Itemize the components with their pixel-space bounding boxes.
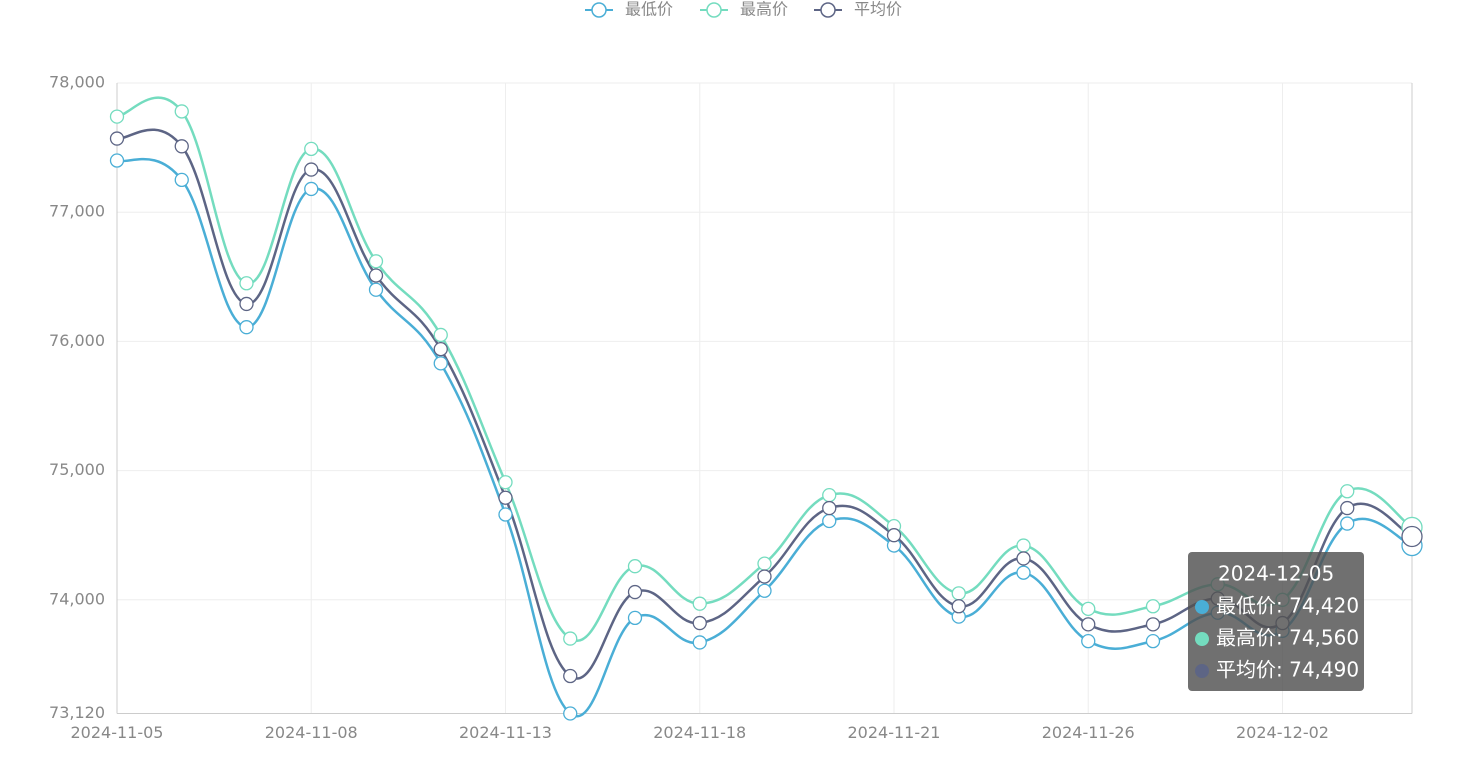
x-tick-label: 2024-11-13 — [459, 723, 552, 742]
point — [757, 569, 772, 584]
y-tick-label: 73,120 — [49, 703, 105, 722]
y-tick-label: 78,000 — [49, 73, 105, 92]
point — [109, 109, 125, 124]
point — [109, 131, 125, 146]
point — [433, 327, 448, 343]
point — [822, 513, 837, 529]
point — [174, 172, 189, 188]
point — [1016, 565, 1031, 580]
point — [1401, 525, 1423, 548]
point — [951, 599, 966, 614]
point — [174, 139, 189, 154]
point — [1016, 538, 1031, 553]
point — [1340, 500, 1355, 516]
legend-symbol — [706, 2, 722, 18]
tooltip-title: 2024-12-05 — [1218, 562, 1334, 586]
legend-label: 最低价 — [625, 0, 673, 19]
point — [757, 583, 772, 598]
point — [692, 615, 707, 631]
point — [304, 141, 319, 157]
point — [1145, 617, 1161, 632]
legend-item: 平均价 — [814, 0, 902, 19]
point — [1145, 599, 1161, 614]
legend-item: 最高价 — [700, 0, 788, 19]
point — [757, 556, 772, 571]
point — [368, 254, 384, 269]
point — [239, 296, 254, 312]
point — [109, 153, 125, 168]
tooltip-entry: 最高价: 74,560 — [1216, 626, 1359, 650]
point — [951, 586, 966, 601]
point — [1081, 617, 1096, 632]
x-tick-label: 2024-12-02 — [1236, 723, 1329, 742]
tooltip-dot — [1195, 632, 1209, 646]
x-tick-label: 2024-11-08 — [265, 723, 358, 742]
point — [563, 631, 578, 646]
tooltip-dot — [1195, 664, 1209, 678]
point — [1081, 633, 1096, 649]
point — [563, 668, 578, 684]
y-tick-label: 77,000 — [49, 202, 105, 221]
tooltip-entry: 平均价: 74,490 — [1216, 658, 1359, 682]
y-tick-label: 76,000 — [49, 331, 105, 350]
tooltip-box — [1188, 552, 1364, 691]
point — [498, 475, 513, 490]
x-tick-label: 2024-11-21 — [848, 723, 941, 742]
x-tick-label: 2024-11-26 — [1042, 723, 1135, 742]
tooltip-entry: 最低价: 74,420 — [1216, 594, 1359, 618]
x-tick-label: 2024-11-18 — [653, 723, 746, 742]
legend-symbol — [820, 2, 836, 18]
point — [174, 104, 189, 119]
point — [498, 490, 513, 505]
y-tick-label: 75,000 — [49, 460, 105, 479]
tooltip: 2024-12-05 最低价: 74,420 最高价: 74,560 平均价: 74,… — [1188, 552, 1364, 691]
point — [1340, 516, 1355, 531]
point — [1016, 551, 1031, 566]
point — [1081, 601, 1096, 616]
legend-label: 最高价 — [740, 0, 788, 19]
point — [433, 356, 448, 371]
point — [822, 488, 837, 503]
legend-symbol — [591, 2, 607, 18]
point — [239, 320, 254, 335]
point — [822, 500, 837, 516]
point — [886, 528, 902, 543]
point — [239, 276, 254, 291]
legend-item: 最低价 — [585, 0, 673, 19]
point — [692, 596, 707, 611]
point — [1340, 484, 1355, 499]
tooltip-dot — [1195, 600, 1209, 614]
point — [368, 268, 384, 283]
point — [563, 706, 578, 721]
point — [1145, 633, 1161, 649]
point — [433, 342, 448, 357]
point — [692, 635, 707, 650]
legend-label: 平均价 — [854, 0, 902, 19]
point — [627, 584, 643, 600]
point — [368, 282, 384, 297]
x-tick-label: 2024-11-05 — [71, 723, 164, 742]
point — [627, 610, 643, 626]
point — [304, 181, 319, 197]
point — [627, 559, 643, 574]
y-tick-label: 74,000 — [49, 589, 105, 608]
point — [498, 507, 513, 522]
point — [304, 162, 319, 177]
